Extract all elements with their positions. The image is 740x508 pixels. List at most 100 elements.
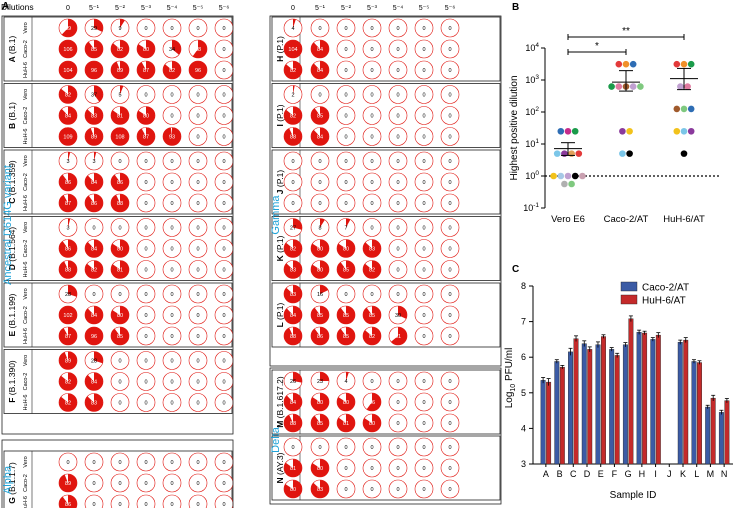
x-axis-label: Sample ID: [610, 490, 657, 501]
data-point: [673, 127, 681, 135]
well-outline: [188, 260, 208, 279]
well-outline: [362, 18, 382, 38]
plaque-fill: [293, 372, 302, 383]
row-lineage-label: C (B.1.359): [7, 160, 17, 204]
plaque-well: 0: [84, 452, 104, 472]
well-outline: [388, 239, 408, 258]
plaque-well: 0: [414, 479, 434, 499]
plaque-count: 0: [448, 334, 451, 340]
well-outline: [162, 18, 182, 38]
plaque-count: 0: [222, 380, 225, 386]
plaque-fill: [85, 306, 103, 324]
plaque-fill: [58, 393, 77, 412]
bar: [642, 332, 648, 465]
well-outline: [283, 437, 303, 457]
y-tick-label: 104: [525, 42, 539, 53]
row-lineage-label: N (AY.3): [275, 452, 285, 483]
well-outline: [188, 151, 208, 171]
plaque-count: 0: [222, 359, 225, 365]
plaque-count: 0: [170, 313, 173, 319]
plaque-well: 0: [440, 413, 460, 433]
plaque-well: 83: [283, 284, 303, 304]
y-tick-label: 5: [521, 388, 526, 398]
plaque-well: 0: [214, 393, 234, 412]
group-frame-gamma: [269, 15, 502, 367]
plaque-count: 0: [118, 159, 121, 165]
plaque-count: 106: [63, 47, 72, 53]
plaque-well: 0: [362, 106, 382, 125]
cell-line-label: HuH-6: [23, 496, 29, 508]
plaque-count: 0: [448, 268, 451, 274]
plaque-well: 86: [58, 172, 78, 192]
plaque-well: 80: [110, 239, 130, 258]
plaque-fill: [58, 173, 77, 192]
plaque-well: 0: [388, 172, 408, 192]
well-outline: [336, 60, 356, 80]
plaque-well: 26: [283, 371, 303, 391]
plaque-well: 0: [414, 392, 434, 412]
plaque-well: 96: [84, 60, 104, 80]
plaque-count: 0: [318, 159, 321, 165]
data-point: [571, 172, 579, 180]
plaque-count: 0: [344, 114, 347, 120]
plaque-count: 88: [290, 135, 296, 141]
well-outline: [310, 437, 330, 457]
plaque-count: 0: [170, 201, 173, 207]
plaque-well: 0: [188, 494, 208, 508]
plaque-well: 0: [162, 193, 182, 213]
plaque-well: 0: [188, 127, 208, 146]
plaque-well: 0: [440, 371, 460, 391]
plaque-count: 0: [222, 334, 225, 340]
plaque-well: 56: [362, 392, 382, 412]
plaque-count: 61: [395, 334, 401, 340]
plaque-count: 0: [370, 180, 373, 186]
cell-line-label: HuH-6: [23, 262, 29, 278]
plaque-fill: [137, 61, 156, 79]
plaque-count: 0: [196, 380, 199, 386]
plaque-well: 0: [336, 193, 356, 213]
well-outline: [414, 413, 434, 433]
plaque-count: 0: [396, 247, 399, 253]
plaque-well: 88: [283, 413, 303, 433]
plaque-fill: [311, 459, 329, 477]
plaque-well: 82: [362, 260, 382, 279]
plaque-well: 0: [388, 371, 408, 391]
plaque-count: 0: [396, 226, 399, 232]
well-outline: [414, 85, 434, 104]
plaque-well: 0: [162, 452, 182, 472]
well-outline: [336, 106, 356, 125]
plaque-fill: [337, 393, 355, 411]
plaque-count: 0: [144, 180, 147, 186]
plaque-well: 0: [310, 85, 330, 104]
plaque-count: 87: [143, 135, 149, 141]
plaque-count: 0: [370, 135, 373, 141]
plaque-fill: [284, 306, 302, 324]
plaque-well: 27: [283, 218, 303, 237]
plaque-count: 0: [222, 26, 225, 32]
plaque-count: 96: [91, 334, 97, 340]
data-point: [619, 127, 626, 135]
well-outline: [440, 392, 460, 412]
plaque-well: 108: [110, 127, 130, 146]
plaque-count: 0: [222, 268, 225, 274]
plaque-count: 0: [222, 135, 225, 141]
well-outline: [414, 39, 434, 59]
well-outline: [440, 371, 460, 391]
well-outline: [110, 494, 130, 508]
data-point: [561, 150, 568, 157]
plaque-fill: [94, 351, 103, 364]
plaque-well: 0: [336, 127, 356, 146]
plaque-count: 0: [144, 268, 147, 274]
plaque-count: 0: [196, 93, 199, 99]
plaque-count: 85: [91, 47, 97, 53]
bar: [540, 380, 546, 465]
plaque-count: 85: [369, 313, 375, 319]
plaque-well: 0: [414, 260, 434, 279]
plaque-well: 0: [214, 284, 234, 304]
plaque-count: 0: [448, 466, 451, 472]
plaque-count: 0: [396, 180, 399, 186]
plaque-count: 85: [343, 334, 349, 340]
plaque-well: 0: [162, 326, 182, 346]
well-outline: [388, 392, 408, 412]
